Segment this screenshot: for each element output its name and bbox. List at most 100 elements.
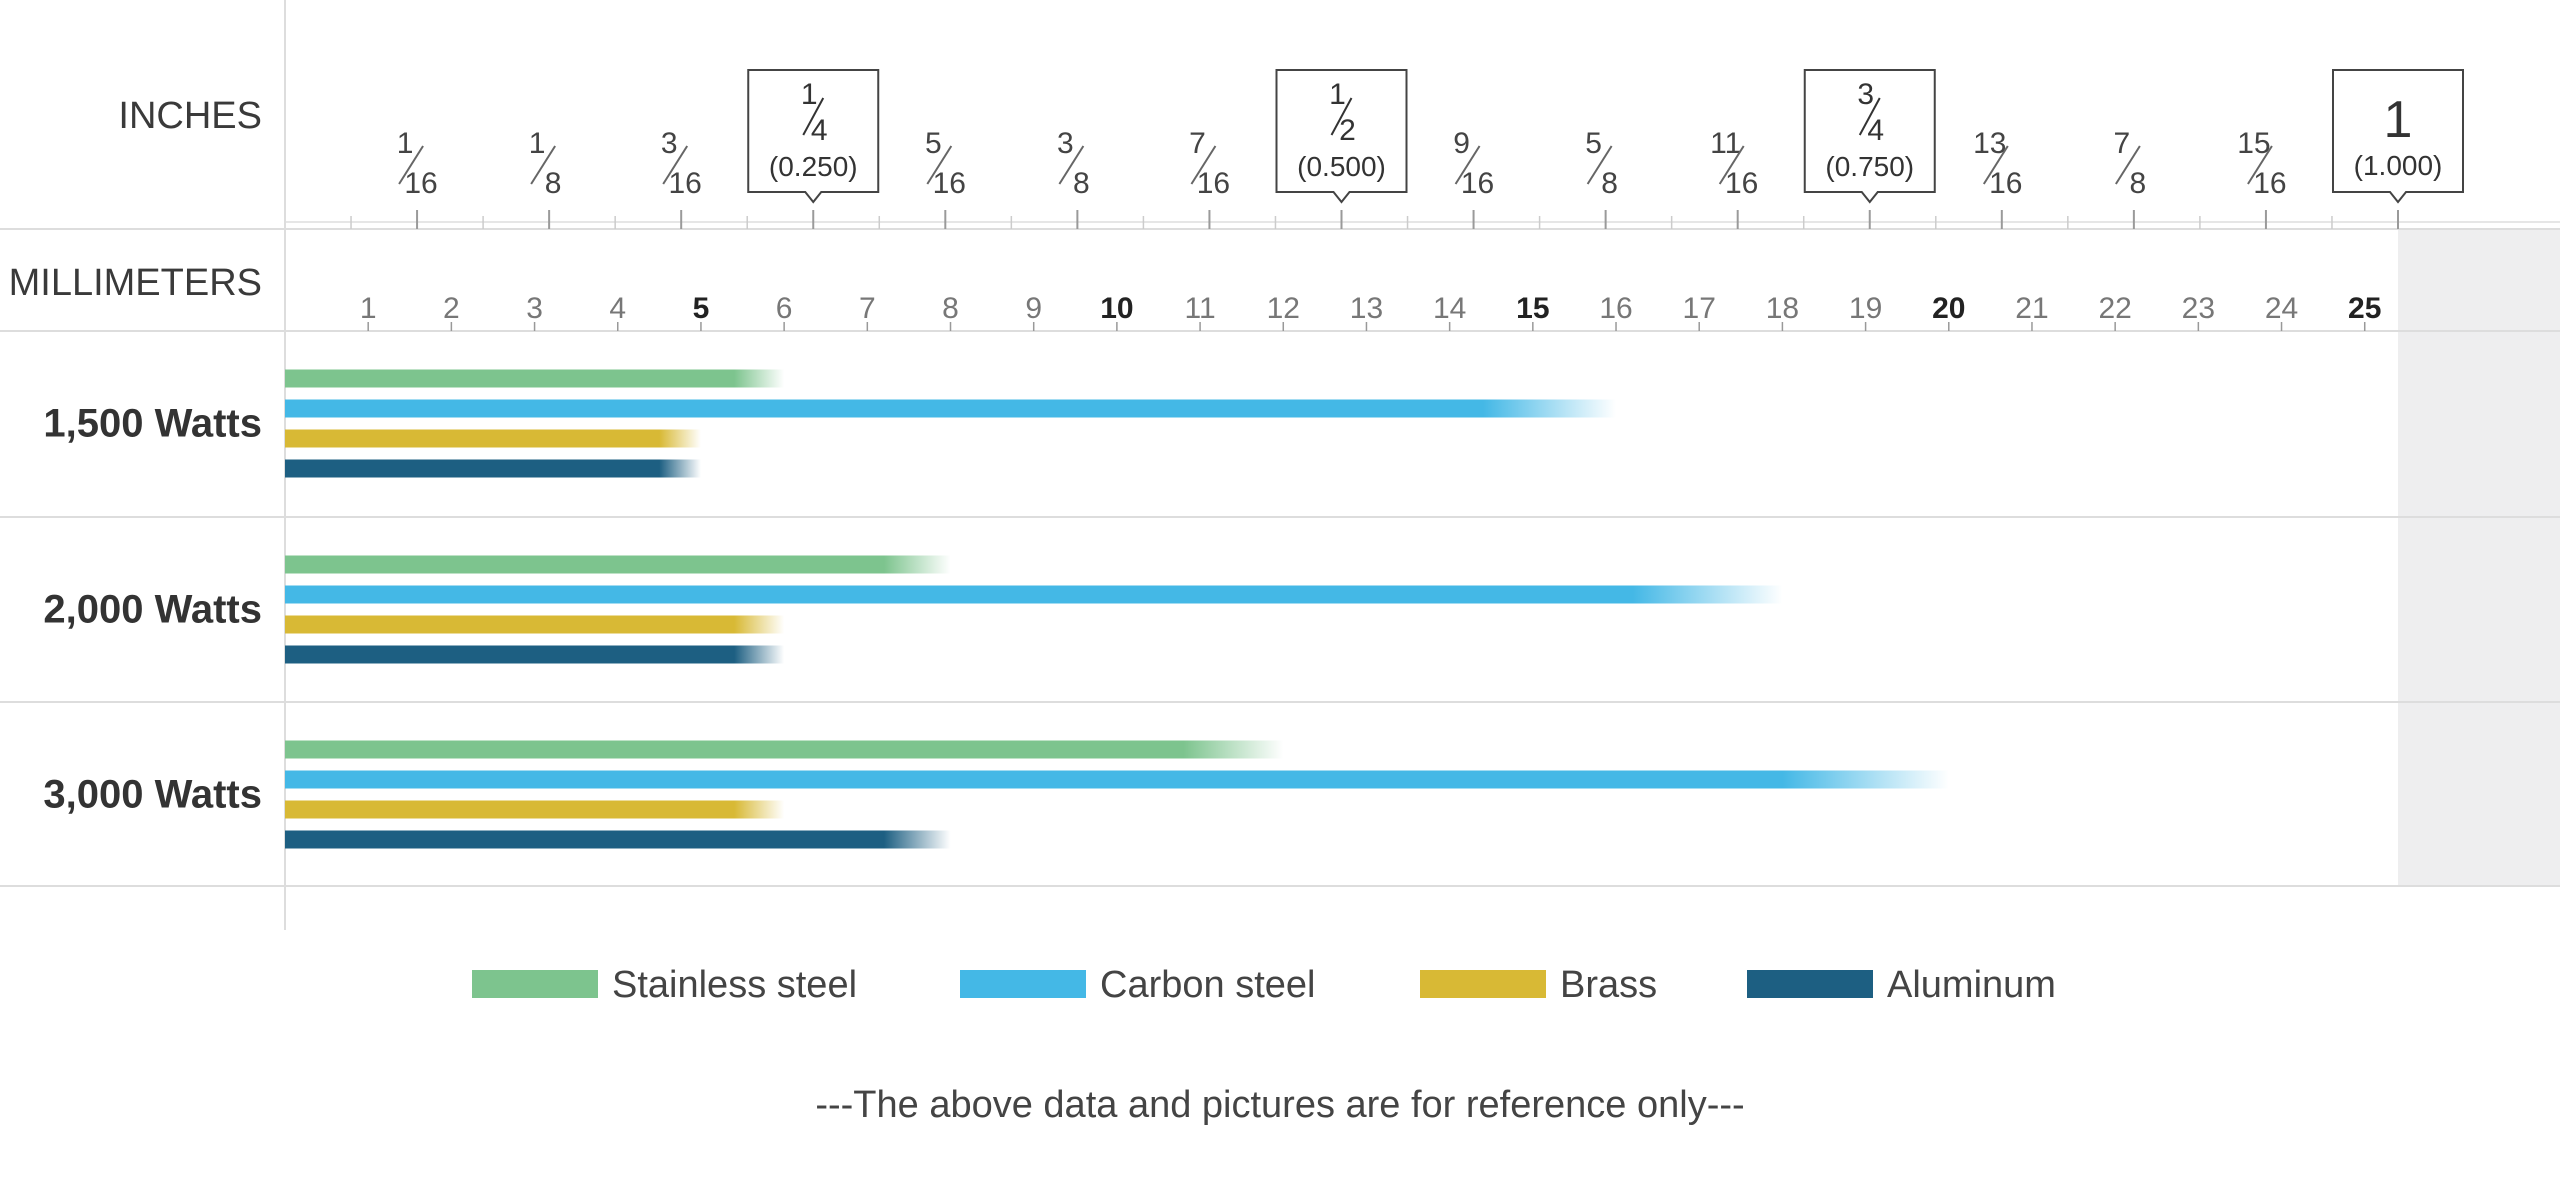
inch-fraction-numerator: 9 — [1453, 127, 1470, 160]
inch-fraction-numerator: 3 — [1057, 127, 1074, 160]
inch-fraction-denominator: 8 — [2130, 167, 2147, 200]
inches-axis-label: INCHES — [118, 95, 262, 137]
inch-callout-box — [1275, 69, 1408, 204]
mm-tick-label: 5 — [693, 292, 710, 325]
inch-fraction-denominator: 2 — [1339, 114, 1356, 147]
inch-fraction-numerator: 5 — [925, 127, 942, 160]
fraction-slash — [926, 145, 953, 185]
bar-brass — [285, 429, 701, 448]
legend-label: Carbon steel — [1100, 964, 1315, 1006]
fraction-slash — [1330, 97, 1353, 136]
mm-tick-label: 4 — [609, 292, 626, 325]
millimeters-axis-label: MILLIMETERS — [9, 262, 262, 304]
fraction-slash — [1586, 145, 1613, 185]
fraction-slash — [662, 145, 689, 185]
fraction-slash — [530, 145, 556, 185]
bar-aluminum — [285, 459, 701, 478]
mm-tick-label: 22 — [2098, 292, 2131, 325]
inch-decimal-label: (0.750) — [1825, 151, 1914, 182]
mm-tick-label: 6 — [776, 292, 793, 325]
millimeter-scale: 1 2 3 4 5 6 7 8 9 10 11 12 13 14 15 16 17 18 19 20 21 22 23 24 2… — [360, 292, 2381, 331]
inch-fraction-numerator: 5 — [1585, 127, 1602, 160]
legend-swatch — [1747, 970, 1873, 998]
footnote: ---The above data and pictures are for r… — [815, 1084, 1744, 1126]
inch-fraction-denominator: 8 — [1601, 167, 1618, 200]
inch-fraction-numerator: 1 — [397, 127, 414, 160]
mm-tick-label: 8 — [942, 292, 959, 325]
mm-tick-label: 10 — [1100, 292, 1133, 325]
mm-tick-label: 23 — [2182, 292, 2215, 325]
fraction-slash — [1982, 145, 2009, 185]
inch-fraction-denominator: 16 — [1725, 167, 1758, 200]
inch-fraction-numerator: 3 — [661, 127, 678, 160]
inch-callout-box — [747, 69, 880, 204]
inch-fraction-denominator: 8 — [545, 167, 562, 200]
inch-fraction-denominator: 16 — [1461, 167, 1494, 200]
row-label-watts: 3,000 Watts — [43, 773, 262, 817]
bar-carbon-steel — [285, 399, 1617, 418]
mm-tick-label: 9 — [1025, 292, 1042, 325]
mm-tick-label: 2 — [443, 292, 460, 325]
inch-fraction-denominator: 4 — [1867, 114, 1884, 147]
bar-aluminum — [285, 830, 951, 849]
inch-fraction-numerator: 1 — [1329, 78, 1346, 111]
inch-fraction-numerator: 7 — [2114, 127, 2131, 160]
mm-tick-label: 16 — [1599, 292, 1632, 325]
mm-tick-label: 17 — [1683, 292, 1716, 325]
inch-fraction-numerator: 15 — [2237, 127, 2270, 160]
bar-brass — [285, 615, 785, 634]
inch-fraction-numerator: 7 — [1189, 127, 1206, 160]
inch-fraction-numerator: 3 — [1857, 78, 1874, 111]
fraction-slash — [1454, 145, 1481, 185]
inch-fraction-numerator: 1 — [529, 127, 546, 160]
fraction-slash — [802, 97, 825, 136]
bar-rows: 1,500 Watts 2,000 Watts 3,000 Watts — [43, 369, 1949, 849]
inch-fraction-denominator: 16 — [2253, 167, 2286, 200]
row-label-watts: 2,000 Watts — [43, 588, 262, 632]
mm-tick-label: 21 — [2015, 292, 2048, 325]
mm-tick-label: 14 — [1433, 292, 1466, 325]
fraction-slash — [1058, 145, 1085, 185]
inch-fraction-denominator: 4 — [811, 114, 828, 147]
mm-tick-label: 25 — [2348, 292, 2381, 325]
fraction-slash — [2115, 145, 2141, 185]
mm-tick-label: 1 — [360, 292, 377, 325]
inch-decimal-label: (1.000) — [2354, 150, 2443, 181]
mm-tick-label: 20 — [1932, 292, 1965, 325]
fraction-slash — [1858, 97, 1881, 136]
inch-callout-box — [2332, 69, 2464, 204]
fraction-slash — [1718, 145, 1745, 185]
inch-fraction-numerator: 1 — [801, 78, 818, 111]
legend: Stainless steel Carbon steel Brass Aluminum — [472, 964, 2056, 1006]
inch-decimal-label: (0.500) — [1297, 151, 1386, 182]
bar-stainless-steel — [285, 740, 1284, 759]
legend-swatch — [1420, 970, 1546, 998]
mm-tick-label: 19 — [1849, 292, 1882, 325]
inch-scale: 1161831614(0.250)5163871612(0.500)916581… — [285, 69, 2560, 229]
inch-fraction-numerator: 11 — [1710, 127, 1741, 160]
fraction-slash — [1190, 145, 1217, 185]
legend-swatch — [960, 970, 1086, 998]
mm-tick-label: 15 — [1516, 292, 1549, 325]
mm-tick-label: 13 — [1350, 292, 1383, 325]
mm-tick-label: 3 — [526, 292, 543, 325]
mm-tick-label: 24 — [2265, 292, 2298, 325]
fraction-slash — [2247, 145, 2273, 185]
inch-fraction-numerator: 13 — [1973, 127, 2006, 160]
inch-fraction-denominator: 16 — [669, 167, 702, 200]
mm-tick-label: 18 — [1766, 292, 1799, 325]
mm-tick-label: 7 — [859, 292, 876, 325]
inch-callout-box — [1803, 69, 1936, 204]
bar-stainless-steel — [285, 369, 785, 388]
mm-tick-label: 12 — [1267, 292, 1300, 325]
legend-swatch — [472, 970, 598, 998]
bar-carbon-steel — [285, 585, 1783, 604]
bar-aluminum — [285, 645, 785, 664]
row-label-watts: 1,500 Watts — [43, 402, 262, 446]
bar-stainless-steel — [285, 555, 951, 574]
beyond-one-inch-shade — [2398, 229, 2560, 886]
inch-fraction-denominator: 16 — [933, 167, 966, 200]
inch-fraction-denominator: 8 — [1073, 167, 1090, 200]
inch-fraction-denominator: 16 — [1989, 167, 2022, 200]
